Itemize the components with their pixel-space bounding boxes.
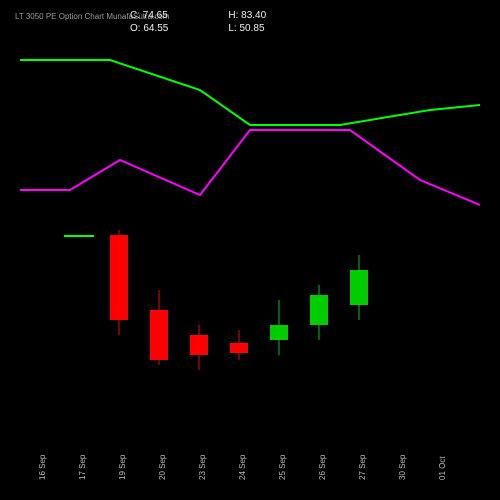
x-axis-label: 26 Sep: [318, 455, 327, 480]
high-value: H: 83.40: [228, 10, 266, 21]
x-axis-label: 17 Sep: [78, 455, 87, 480]
close-value: C: 74.65: [130, 10, 168, 21]
x-axis-label: 23 Sep: [198, 455, 207, 480]
x-axis-label: 19 Sep: [118, 455, 127, 480]
x-axis-label: 25 Sep: [278, 455, 287, 480]
indicator-line-magenta: [20, 130, 480, 205]
x-axis-label: 27 Sep: [358, 455, 367, 480]
x-axis-label: 30 Sep: [398, 455, 407, 480]
x-axis-labels: 16 Sep 17 Sep 19 Sep 20 Sep 23 Sep 24 Sep 25 S…: [20, 440, 480, 490]
x-axis-label: 16 Sep: [38, 455, 47, 480]
x-axis-label: 20 Sep: [158, 455, 167, 480]
indicator-line-green: [20, 60, 480, 125]
x-axis-label: 24 Sep: [238, 455, 247, 480]
candle-area: [20, 230, 480, 440]
chart-area: [20, 30, 480, 440]
x-axis-label: 01 Oct: [438, 456, 447, 480]
